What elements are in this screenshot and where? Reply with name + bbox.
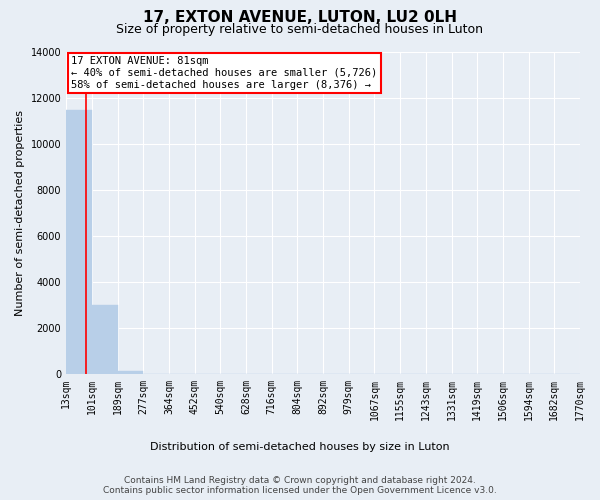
Text: 17, EXTON AVENUE, LUTON, LU2 0LH: 17, EXTON AVENUE, LUTON, LU2 0LH	[143, 10, 457, 25]
Bar	[118, 370, 143, 374]
Y-axis label: Number of semi-detached properties: Number of semi-detached properties	[15, 110, 25, 316]
Bar	[66, 110, 92, 374]
Text: Distribution of semi-detached houses by size in Luton: Distribution of semi-detached houses by …	[150, 442, 450, 452]
Text: Size of property relative to semi-detached houses in Luton: Size of property relative to semi-detach…	[116, 22, 484, 36]
Text: Contains public sector information licensed under the Open Government Licence v3: Contains public sector information licen…	[103, 486, 497, 495]
Bar	[92, 305, 118, 374]
Text: 17 EXTON AVENUE: 81sqm
← 40% of semi-detached houses are smaller (5,726)
58% of : 17 EXTON AVENUE: 81sqm ← 40% of semi-det…	[71, 56, 377, 90]
Text: Contains HM Land Registry data © Crown copyright and database right 2024.: Contains HM Land Registry data © Crown c…	[124, 476, 476, 485]
